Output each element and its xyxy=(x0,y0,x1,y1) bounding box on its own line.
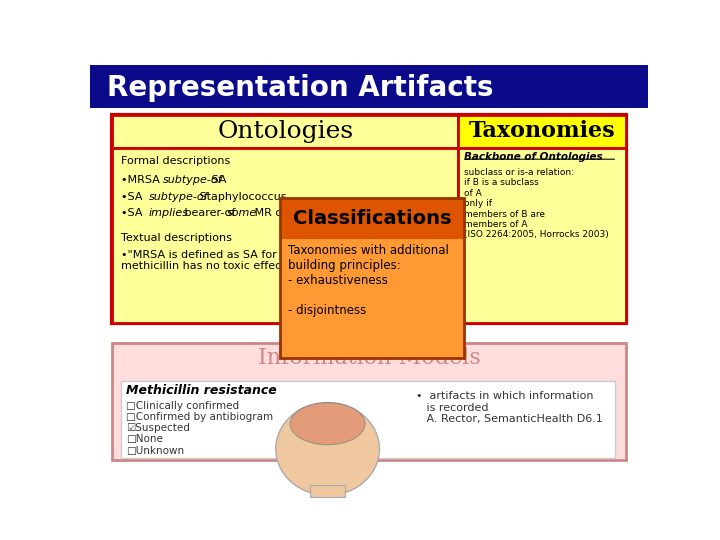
FancyBboxPatch shape xyxy=(459,148,626,322)
FancyBboxPatch shape xyxy=(280,239,464,358)
Text: implies: implies xyxy=(148,208,189,218)
Text: ☑Suspected: ☑Suspected xyxy=(126,423,190,433)
Text: □Confirmed by antibiogram: □Confirmed by antibiogram xyxy=(126,412,274,422)
Text: □Unknown: □Unknown xyxy=(126,446,184,456)
Ellipse shape xyxy=(276,403,379,495)
FancyBboxPatch shape xyxy=(112,114,459,148)
Text: subclass or is-a relation:
if B is a subclass
of A
only if
members of B are
memb: subclass or is-a relation: if B is a sub… xyxy=(464,168,608,239)
Text: Formal descriptions: Formal descriptions xyxy=(121,156,230,166)
Text: Methicillin resistance: Methicillin resistance xyxy=(126,384,277,397)
Text: Textual descriptions: Textual descriptions xyxy=(121,233,232,243)
Text: •"MRSA is defined as SA for which
methicillin has no toxic effect": •"MRSA is defined as SA for which methic… xyxy=(121,250,312,272)
FancyBboxPatch shape xyxy=(459,114,626,148)
FancyBboxPatch shape xyxy=(90,65,648,109)
Text: Taxonomies with additional
building principles:
- exhaustiveness

- disjointness: Taxonomies with additional building prin… xyxy=(288,244,449,316)
FancyBboxPatch shape xyxy=(112,343,626,460)
Text: □Clinically confirmed: □Clinically confirmed xyxy=(126,401,239,411)
Text: Taxonomies: Taxonomies xyxy=(469,120,616,143)
Text: •MRSA: •MRSA xyxy=(121,175,163,185)
FancyBboxPatch shape xyxy=(112,114,626,322)
Text: •  artifacts in which information
   is recorded
   A. Rector, SemanticHealth D6: • artifacts in which information is reco… xyxy=(416,391,603,424)
FancyBboxPatch shape xyxy=(121,381,615,458)
Text: some: some xyxy=(227,208,257,218)
Text: □None: □None xyxy=(126,435,163,444)
Text: Representation Artifacts: Representation Artifacts xyxy=(107,73,493,102)
Text: Classifications: Classifications xyxy=(292,209,451,228)
FancyBboxPatch shape xyxy=(112,148,459,322)
FancyBboxPatch shape xyxy=(310,485,345,497)
Text: Staphylococcus: Staphylococcus xyxy=(196,192,287,201)
Text: Backbone of Ontologies: Backbone of Ontologies xyxy=(464,152,603,162)
Text: Ontologies: Ontologies xyxy=(217,120,354,143)
Text: subtype-of: subtype-of xyxy=(163,175,222,185)
Text: •SA: •SA xyxy=(121,208,145,218)
Ellipse shape xyxy=(290,403,365,445)
Text: bearer-of: bearer-of xyxy=(181,208,239,218)
Text: Information Models: Information Models xyxy=(258,347,480,369)
Text: SA: SA xyxy=(208,175,227,185)
Text: subtype-of: subtype-of xyxy=(148,192,208,201)
FancyBboxPatch shape xyxy=(280,198,464,239)
Text: •SA: •SA xyxy=(121,192,145,201)
Text: MR quality: MR quality xyxy=(251,208,314,218)
